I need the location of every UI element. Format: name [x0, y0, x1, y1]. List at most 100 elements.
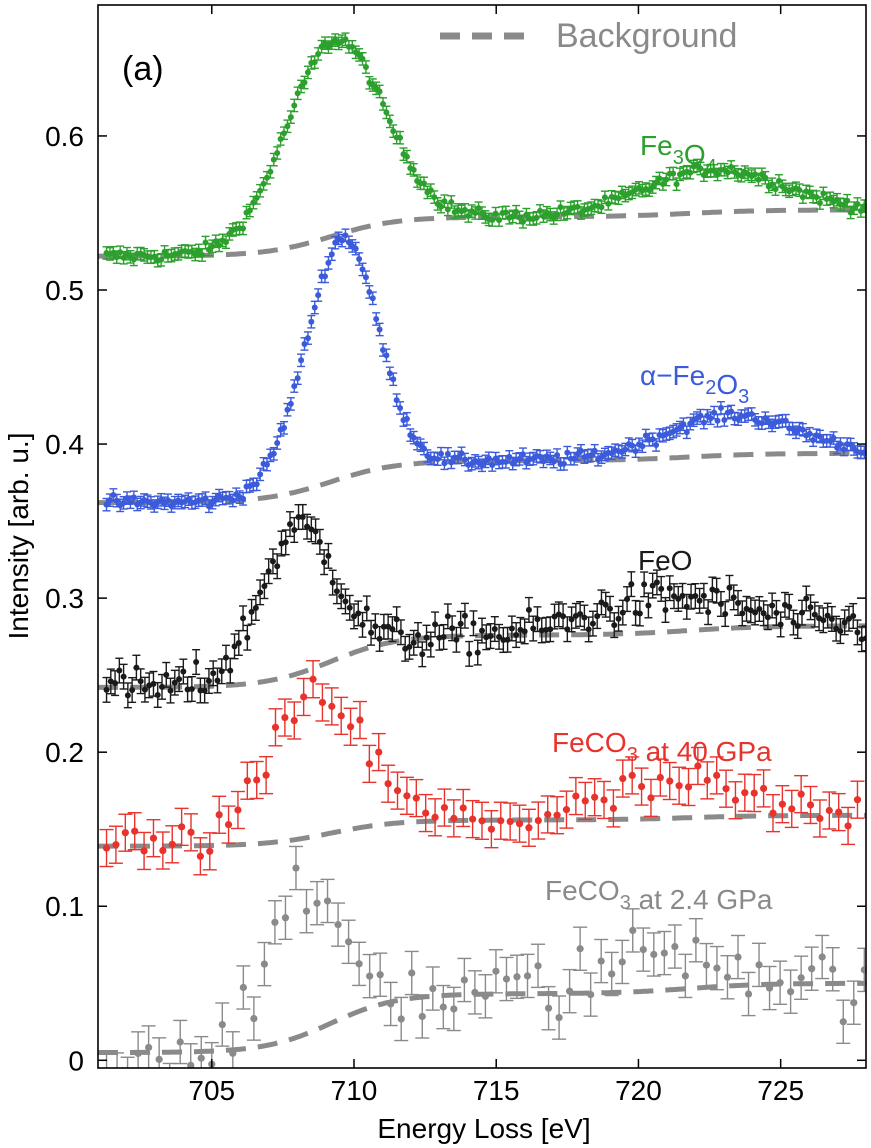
data-point-fe2o3: [573, 447, 582, 461]
data-point-feo: [644, 592, 653, 619]
data-point-feco3_40: [212, 795, 227, 834]
data-point-feco3_40: [803, 785, 818, 825]
data-point-fe2o3: [307, 314, 316, 329]
data-point-feo: [414, 621, 422, 649]
data-point-feo: [358, 611, 367, 638]
data-point-feo: [819, 607, 828, 634]
data-point-feo: [158, 673, 166, 700]
data-point-feco3_40: [184, 813, 199, 852]
data-point-feo: [836, 618, 845, 645]
data-point-fe2o3: [597, 450, 606, 464]
data-point-feo: [226, 657, 235, 684]
data-point-feo: [670, 583, 678, 610]
data-point-feco3_40: [418, 793, 433, 833]
data-point-feco3_24: [678, 953, 693, 999]
series-label-feco3_24: FeCO3 at 2.4 GPa: [545, 875, 773, 915]
data-point-feco3_40: [118, 813, 133, 852]
data-point-fe3o4: [320, 36, 329, 51]
data-point-fe3o4: [266, 164, 275, 179]
plot-frame: [97, 4, 867, 1069]
data-point-fe3o4: [426, 183, 435, 198]
series-label-fe2o3: α−Fe2O3: [640, 360, 749, 408]
data-point-fe2o3: [860, 445, 866, 460]
series-feco3_40: [98, 660, 866, 876]
data-point-feco3_24: [541, 985, 556, 1031]
data-point-feco3_24: [783, 969, 798, 1014]
data-point-fe2o3: [273, 436, 282, 450]
data-point-feco3_40: [512, 804, 527, 843]
axes: 705 710 715 720 725 0 0.1 0.2 0.3 0.4 0.5 0.6: [45, 4, 867, 1106]
data-point-feco3_40: [456, 788, 471, 828]
data-point-feco3_40: [690, 746, 705, 786]
data-point-feo: [486, 623, 495, 650]
data-point-feo: [230, 633, 239, 660]
data-point-feco3_40: [794, 774, 809, 814]
data-point-feco3_40: [531, 801, 546, 840]
data-point-fe3o4: [419, 176, 428, 191]
data-point-fe3o4: [317, 39, 326, 54]
data-point-feco3_40: [625, 756, 640, 795]
x-tick-label: 710: [331, 1075, 378, 1106]
data-point-fe3o4: [396, 130, 405, 145]
data-point-fe3o4: [774, 174, 783, 188]
data-point-fe3o4: [815, 196, 824, 210]
legend-label: Background: [556, 17, 737, 55]
data-point-feco3_40: [784, 789, 799, 829]
data-point-feo: [273, 553, 282, 580]
data-point-feco3_24: [573, 926, 588, 972]
data-point-feo: [665, 575, 674, 602]
data-point-fe2o3: [536, 449, 545, 464]
data-point-feo: [849, 602, 858, 630]
data-point-feo: [456, 610, 465, 637]
data-point-feco3_24: [267, 900, 282, 945]
data-point-feo: [431, 611, 440, 638]
data-point-feo: [204, 667, 213, 694]
y-axis-label: Intensity [arb. u.]: [3, 433, 34, 640]
data-point-feo: [371, 613, 380, 640]
data-point-feco3_40: [174, 807, 189, 847]
data-point-feo: [175, 666, 184, 693]
data-point-feo: [674, 585, 683, 612]
data-point-feco3_40: [475, 801, 489, 840]
data-point-fe3o4: [641, 182, 650, 196]
data-point-fe3o4: [375, 84, 384, 99]
data-point-fe2o3: [375, 322, 384, 337]
data-point-feco3_40: [390, 771, 405, 810]
data-point-fe2o3: [389, 372, 398, 387]
data-point-feo: [567, 606, 576, 633]
data-point-feco3_24: [594, 938, 609, 984]
data-point-feo: [426, 631, 435, 658]
data-point-feco3_24: [699, 942, 714, 988]
data-point-feco3_40: [841, 806, 856, 846]
data-point-feco3_24: [162, 1062, 177, 1068]
data-point-feco3_40: [709, 756, 724, 795]
data-point-feo: [367, 619, 376, 646]
data-point-feco3_24: [552, 995, 567, 1040]
data-point-feo: [320, 549, 329, 576]
data-point-fe2o3: [703, 408, 712, 423]
data-point-fe3o4: [280, 126, 289, 141]
data-point-feco3_40: [597, 780, 612, 820]
data-point-feo: [537, 617, 546, 644]
y-tick-label: 0.6: [45, 121, 84, 152]
data-point-feco3_24: [394, 996, 409, 1042]
data-point-feo: [362, 595, 371, 622]
data-point-fe2o3: [232, 487, 241, 502]
legend: Background: [440, 17, 737, 55]
data-point-feo: [635, 600, 644, 627]
data-point-fe2o3: [355, 252, 364, 266]
data-point-feco3_40: [428, 798, 443, 837]
data-point-feco3_40: [503, 802, 518, 841]
data-point-fe3o4: [751, 167, 760, 182]
data-point-feo: [332, 578, 341, 605]
data-point-feo: [328, 569, 337, 596]
data-point-fe3o4: [454, 203, 463, 217]
data-point-feco3_40: [831, 792, 846, 832]
data-point-feo: [286, 511, 294, 538]
data-point-feo: [524, 596, 533, 623]
data-point-feco3_40: [127, 812, 142, 851]
data-point-feco3_40: [747, 773, 762, 813]
data-point-feo: [409, 629, 418, 656]
data-point-feo: [699, 582, 708, 609]
data-point-feco3_24: [352, 941, 367, 987]
